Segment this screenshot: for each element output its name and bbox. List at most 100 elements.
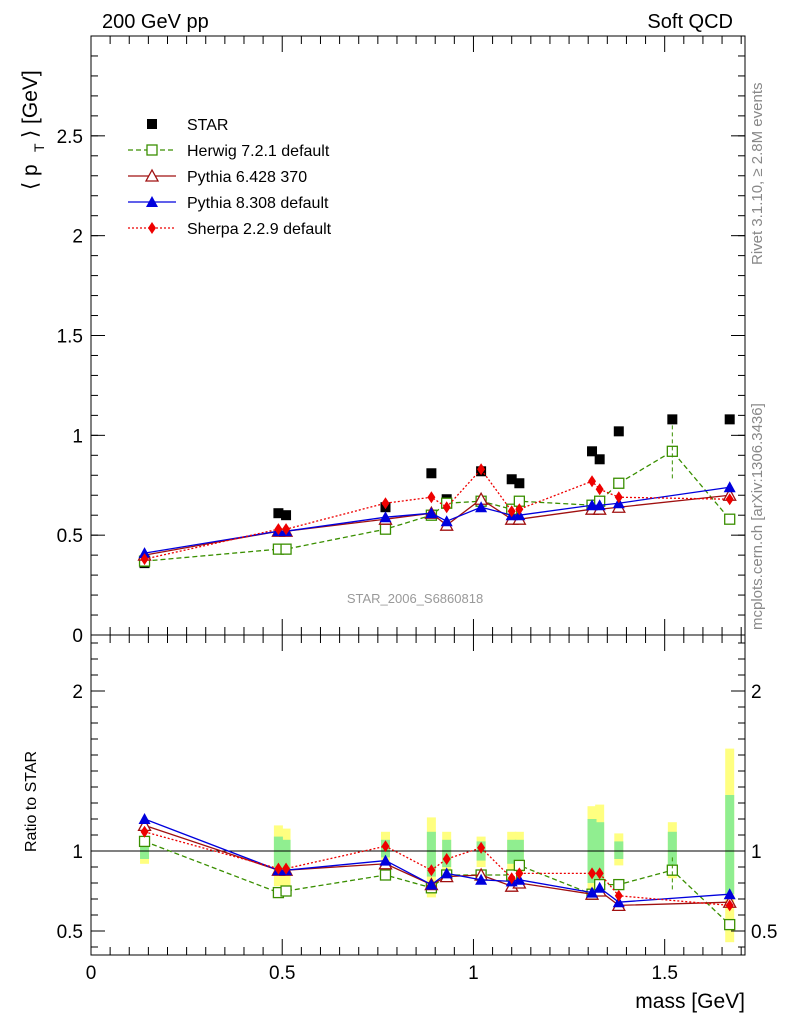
ratio-frame	[90, 634, 746, 956]
ratio-sherpa-2-2-9-default-point	[442, 853, 451, 865]
series-pythia-8-308-default-point	[723, 481, 736, 493]
series-star-point	[426, 468, 437, 479]
series-pythia-8-308-default-point	[475, 501, 488, 513]
ratio-sherpa-2-2-9-default-point	[725, 899, 734, 912]
ratio-y-tick-label: 0.5	[57, 922, 83, 943]
series-pythia-6-428-370-line	[144, 494, 730, 556]
series-sherpa-2-2-9-default-point	[507, 505, 516, 518]
series-pythia-8-308-default-point	[425, 507, 438, 519]
x-tick-label: 0	[86, 963, 97, 984]
svg-text:⟨ p: ⟨ p	[19, 164, 42, 190]
y-tick-label: 2.5	[57, 127, 83, 148]
ratio-pythia-8-308-default-point	[138, 813, 151, 824]
series-star-point	[724, 414, 735, 425]
rivet-version-label: Rivet 3.1.10, ≥ 2.8M events	[749, 83, 766, 266]
legend-label: STAR	[187, 117, 228, 134]
series-sherpa-2-2-9-default-line	[144, 468, 730, 560]
legend-label: Sherpa 2.2.9 default	[187, 221, 332, 238]
svg-text:⟩ [GeV]: ⟩ [GeV]	[19, 70, 42, 138]
mcplots-label: mcplots.cern.ch [arXiv:1306.3436]	[749, 403, 766, 630]
series-star-point	[594, 454, 605, 465]
series-star-point	[273, 508, 284, 519]
x-tick-label: 1.5	[651, 963, 677, 984]
legend-label: Pythia 6.428 370	[187, 169, 307, 186]
ratio-sherpa-2-2-9-default-point	[140, 825, 149, 838]
ratio-pythia-8-308-default-point	[379, 854, 392, 866]
ratio-y-tick-label: 1	[72, 842, 83, 863]
series-pythia-8-308-default-point	[379, 511, 392, 523]
series-star-point	[506, 474, 517, 485]
series-pythia-8-308-default-line	[144, 486, 730, 554]
main-panel: 0.5 1 1.5 2 2.5 0	[57, 35, 746, 647]
uncertainty-band-green	[281, 839, 291, 874]
ratio-herwig-7-2-1-default-point	[379, 869, 392, 881]
series-herwig-7-2-1-default-line	[144, 450, 731, 562]
legend: STAR Herwig 7.2.1 default Pythia 6.428 370…	[128, 117, 332, 238]
ratio-sherpa-2-2-9-default-point	[588, 867, 597, 880]
series-sherpa-2-2-9-default-point	[614, 491, 623, 504]
y-tick-label: 1	[72, 426, 83, 447]
header-left: 200 GeV pp	[102, 11, 209, 33]
series-sherpa-2-2-9-default-point	[282, 523, 291, 536]
series-pythia-8-308-default-point	[586, 499, 599, 511]
ratio-herwig-7-2-1-default-point	[724, 918, 736, 931]
ratio-pythia-8-308-default-point	[586, 886, 599, 898]
ratio-sherpa-2-2-9-default-point	[282, 862, 291, 875]
ratio-panel: 0.5 0.51 12 20 0.5 1 1.5	[57, 634, 777, 984]
ratio-pythia-8-308-default-point	[593, 881, 606, 893]
series-sherpa-2-2-9-default-point	[427, 491, 436, 504]
legend-label: Herwig 7.2.1 default	[187, 143, 330, 160]
ratio-herwig-7-2-1-default-point	[613, 878, 625, 891]
ratio-y-tick-label-right: 2	[751, 682, 762, 703]
ratio-sherpa-2-2-9-default-point	[427, 864, 436, 877]
ratio-herwig-7-2-1-default-line	[144, 840, 731, 926]
ratio-pythia-6-428-370-line	[144, 824, 730, 907]
series-sherpa-2-2-9-default-point	[442, 501, 451, 514]
x-tick-label: 1	[468, 963, 479, 984]
ratio-sherpa-2-2-9-default-point	[477, 841, 486, 854]
uncertainty-band-green	[426, 831, 436, 877]
ratio-sherpa-2-2-9-default-point	[595, 867, 604, 880]
ratio-pythia-8-308-default-point	[723, 888, 736, 900]
y-axis-subscript: T	[31, 143, 47, 152]
series-sherpa-2-2-9-default-point	[725, 493, 734, 506]
uncertainty-band-green	[507, 839, 517, 864]
series-herwig-7-2-1-default-point	[280, 543, 292, 555]
legend-label: Pythia 8.308 default	[187, 195, 329, 212]
series-star-point	[514, 478, 525, 489]
ratio-sherpa-2-2-9-default-line	[144, 831, 730, 907]
uncertainty-band-green	[514, 839, 524, 864]
series-sherpa-2-2-9-default-point	[477, 463, 486, 476]
x-axis-title: mass [GeV]	[635, 990, 745, 1013]
series-pythia-8-308-default-point	[138, 547, 151, 559]
ratio-sherpa-2-2-9-default-point	[515, 867, 524, 880]
ratio-herwig-7-2-1-default-point	[138, 835, 151, 848]
series-sherpa-2-2-9-default-point	[381, 497, 390, 510]
ratio-pythia-8-308-default-point	[440, 867, 453, 879]
uncertainty-band-green	[273, 836, 283, 874]
y-tick-label: 2	[72, 227, 83, 248]
analysis-watermark: STAR_2006_S6860818	[347, 591, 483, 606]
uncertainty-band-green	[614, 841, 624, 859]
series-star-point	[587, 446, 598, 457]
series-pythia-8-308-default-point	[440, 515, 453, 527]
x-tick-label: 0.5	[269, 963, 295, 984]
y-tick-label: 0	[72, 626, 83, 647]
y-tick-label: 1.5	[57, 327, 83, 348]
ratio-pythia-8-308-default-point	[475, 873, 488, 885]
legend-marker	[146, 196, 158, 207]
series-herwig-7-2-1-default-point	[724, 513, 736, 525]
series-sherpa-2-2-9-default-point	[274, 523, 283, 536]
series-herwig-7-2-1-default-point	[379, 523, 392, 535]
ratio-herwig-7-2-1-default-point	[280, 885, 292, 897]
series-sherpa-2-2-9-default-point	[595, 483, 604, 496]
ratio-y-axis-title: Ratio to STAR	[23, 751, 40, 852]
ratio-y-tick-label-right: 1	[751, 842, 762, 863]
legend-marker	[144, 168, 160, 182]
header-right: Soft QCD	[647, 11, 733, 33]
series-star-point	[613, 426, 624, 437]
legend-marker	[147, 119, 157, 129]
ratio-sherpa-2-2-9-default-point	[381, 840, 390, 853]
series-sherpa-2-2-9-default-point	[515, 503, 524, 516]
